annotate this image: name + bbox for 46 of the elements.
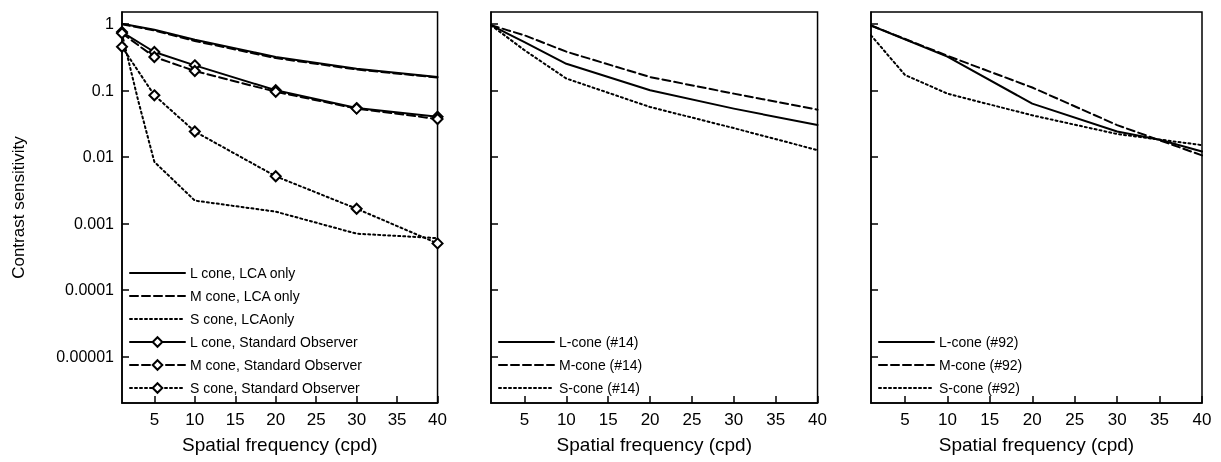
- x-tick-label: 15: [598, 410, 618, 429]
- x-tick-label: 20: [1022, 410, 1042, 429]
- x-axis-title: Spatial frequency (cpd): [938, 434, 1135, 455]
- x-tick-label: 15: [225, 410, 245, 429]
- x-tick-label: 30: [724, 410, 744, 429]
- x-tick-label: 40: [1192, 410, 1212, 429]
- y-axis-title: Contrast sensitivity: [9, 135, 28, 279]
- x-tick-label: 35: [766, 410, 786, 429]
- legend-label: L cone, LCA only: [190, 265, 296, 281]
- y-tick-label: 1: [105, 15, 115, 33]
- legend-label: L-cone (#14): [559, 334, 639, 350]
- x-tick-label: 10: [937, 410, 957, 429]
- y-tick-label: 0.001: [73, 214, 115, 232]
- x-tick-label: 35: [387, 410, 407, 429]
- x-tick-label: 20: [266, 410, 286, 429]
- legend-label: S cone, LCAonly: [190, 311, 295, 327]
- y-tick-label: 0.0001: [65, 281, 115, 299]
- x-tick-label: 5: [149, 410, 160, 429]
- x-tick-label: 25: [306, 410, 326, 429]
- x-axis-title: Spatial frequency (cpd): [182, 434, 378, 455]
- legend-label: S-cone (#14): [559, 380, 640, 396]
- x-tick-label: 20: [640, 410, 660, 429]
- legend-label: M cone, LCA only: [190, 288, 300, 304]
- x-tick-label: 5: [900, 410, 910, 429]
- y-tick-label: 0.1: [91, 81, 115, 99]
- x-tick-label: 15: [980, 410, 1000, 429]
- y-tick-label: 0.01: [82, 148, 115, 166]
- legend-label: M-cone (#14): [559, 357, 643, 373]
- x-tick-label: 30: [1107, 410, 1127, 429]
- y-tick-label: 0.00001: [56, 347, 115, 365]
- legend-label: S-cone (#92): [939, 380, 1020, 396]
- legend-label: M cone, Standard Observer: [190, 357, 363, 373]
- x-tick-label: 10: [556, 410, 576, 429]
- x-tick-label: 30: [347, 410, 367, 429]
- x-tick-label: 25: [682, 410, 702, 429]
- legend-label: M-cone (#92): [939, 357, 1023, 373]
- x-tick-label: 35: [1150, 410, 1170, 429]
- x-tick-label: 25: [1065, 410, 1085, 429]
- x-axis-title: Spatial frequency (cpd): [556, 434, 752, 455]
- legend-label: L-cone (#92): [939, 334, 1019, 350]
- x-tick-label: 5: [519, 410, 530, 429]
- legend-label: L cone, Standard Observer: [190, 334, 358, 350]
- legend-label: S cone, Standard Observer: [190, 380, 360, 396]
- x-tick-label: 40: [428, 410, 448, 429]
- x-tick-label: 40: [808, 410, 828, 429]
- x-tick-label: 10: [185, 410, 205, 429]
